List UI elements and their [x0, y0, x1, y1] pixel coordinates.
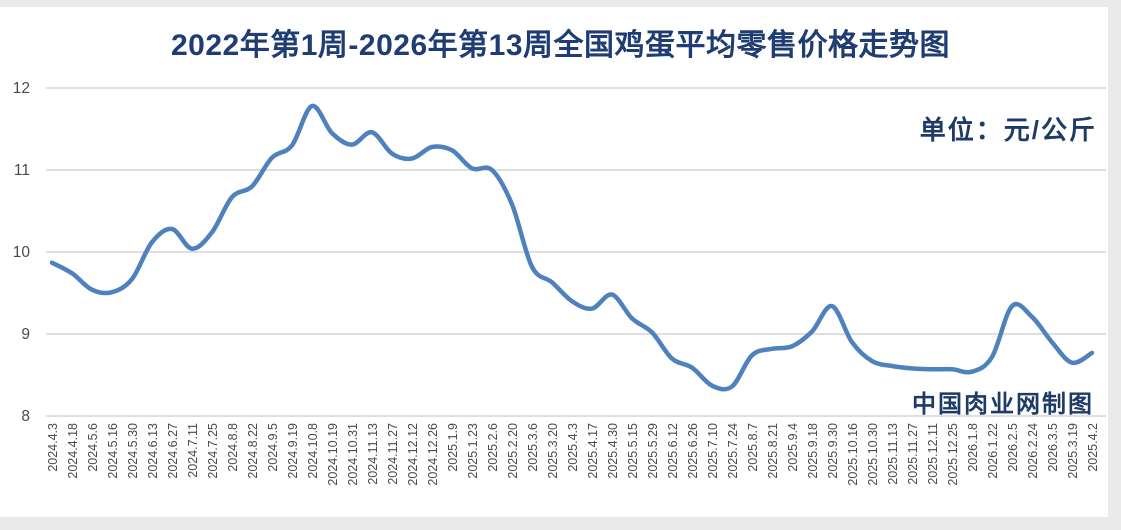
x-axis-tick-label: 2025.4.3	[566, 423, 580, 472]
frame-strip-bottom	[0, 517, 1121, 530]
x-axis-tick-label: 2025.5.29	[646, 423, 660, 479]
price-series-line	[49, 103, 1095, 392]
x-axis-tick-label: 2025.12.11	[926, 423, 940, 485]
x-axis-tick-label: 2025.9.30	[826, 423, 840, 479]
unit-label: 单位：元/公斤	[919, 115, 1097, 145]
y-axis-tick-label: 8	[21, 408, 30, 425]
x-axis-tick-label: 2024.11.13	[366, 423, 380, 485]
x-axis-tick-label: 2025.9.18	[806, 423, 820, 479]
x-axis-tick-label: 2026.1.8	[966, 423, 980, 472]
y-axis-tick-label: 9	[21, 326, 30, 343]
x-axis-tick-label: 2024.6.27	[166, 423, 180, 479]
x-axis-tick-label: 2025.3.19	[1066, 423, 1080, 479]
x-axis-tick-label: 2025.4.30	[606, 423, 620, 479]
page-title: 2022年第1周-2026年第13周全国鸡蛋平均零售价格走势图	[170, 29, 951, 62]
x-axis-tick-label: 2024.10.19	[326, 423, 340, 486]
x-axis-tick-label: 2025.10.16	[846, 423, 860, 486]
x-axis-tick-label: 2025.5.15	[626, 423, 640, 479]
x-axis-tick-label: 2025.1.9	[446, 423, 460, 472]
x-axis-tick-label: 2025.11.27	[906, 423, 920, 485]
x-axis-tick-label: 2024.9.5	[266, 423, 280, 472]
x-axis-tick-label: 2025.8.7	[746, 423, 760, 472]
x-axis-tick-label: 2025.10.30	[866, 423, 880, 486]
x-axis-tick-label: 2026.2.5	[1006, 423, 1020, 472]
x-axis-tick-label: 2025.4.17	[586, 423, 600, 479]
x-axis-tick-label: 2024.5.30	[126, 423, 140, 479]
frame-strip-top	[0, 0, 1121, 7]
x-axis-tick-label: 2025.3.20	[546, 423, 560, 479]
x-axis-tick-label: 2025.9.4	[786, 423, 800, 472]
x-axis-tick-label: 2024.9.19	[286, 423, 300, 479]
x-axis-tick-label: 2026.3.5	[1046, 423, 1060, 472]
x-axis-tick-label: 2024.11.27	[386, 423, 400, 485]
x-axis-tick-label: 2024.8.8	[226, 423, 240, 472]
x-axis-tick-label: 2024.10.8	[306, 423, 320, 479]
x-axis-tick-label: 2025.6.12	[666, 423, 680, 479]
x-axis-tick-label: 2024.10.31	[346, 423, 360, 486]
x-axis-tick-label: 2025.7.10	[706, 423, 720, 479]
x-axis-tick-label: 2024.7.11	[186, 423, 200, 478]
x-axis-tick-label: 2025.3.6	[526, 423, 540, 472]
x-axis-tick-label: 2024.6.13	[146, 423, 160, 479]
x-axis-tick-label: 2024.12.26	[426, 423, 440, 486]
x-axis-tick-label: 2025.2.20	[506, 423, 520, 479]
x-axis-tick-label: 2024.7.25	[206, 423, 220, 479]
x-axis-tick-label: 2025.1.23	[466, 423, 480, 479]
x-axis-tick-label: 2025.7.24	[726, 423, 740, 479]
frame-strip-right	[1108, 0, 1121, 530]
x-axis-tick-label: 2025.8.21	[766, 423, 780, 479]
x-axis-tick-label: 2025.11.13	[886, 423, 900, 485]
x-axis-tick-label: 2025.12.25	[946, 423, 960, 486]
y-axis-tick-label: 12	[13, 80, 30, 97]
x-axis-tick-label: 2026.1.22	[986, 423, 1000, 479]
x-axis-tick-label: 2025.4.2	[1086, 423, 1100, 472]
x-axis-tick-label: 2026.2.24	[1026, 423, 1040, 479]
x-axis-tick-label: 2025.6.26	[686, 423, 700, 479]
y-axis-tick-label: 11	[14, 162, 30, 179]
x-axis-tick-label: 2025.2.6	[486, 423, 500, 472]
x-axis-tick-label: 2024.5.6	[86, 423, 100, 472]
x-axis-tick-label: 2024.12.12	[406, 423, 420, 486]
y-axis-tick-label: 10	[13, 244, 31, 261]
x-axis-tick-label: 2024.4.3	[46, 423, 60, 472]
credit-watermark: 中国肉业网制图	[912, 391, 1094, 418]
x-axis-tick-label: 2024.8.22	[246, 423, 260, 479]
x-axis-tick-label: 2024.4.18	[66, 423, 80, 479]
x-axis-tick-label: 2024.5.16	[106, 423, 120, 479]
